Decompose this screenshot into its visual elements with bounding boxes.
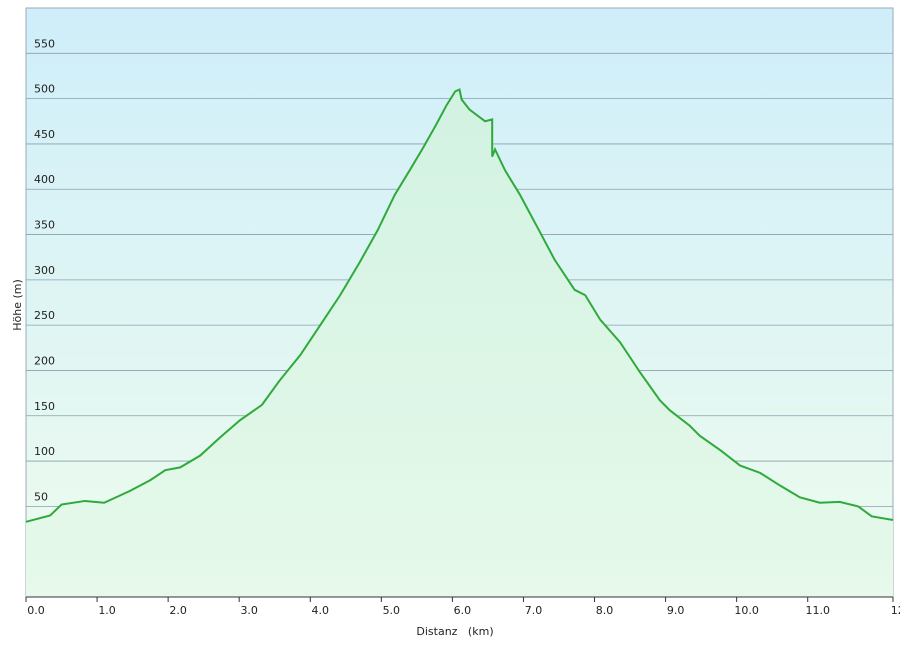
y-tick-label: 150 <box>34 400 55 413</box>
x-tick-label: 4.0 <box>312 604 330 617</box>
x-tick-label: 10.0 <box>734 604 759 617</box>
x-tick-label: 2.0 <box>169 604 187 617</box>
x-tick-label: 11.0 <box>805 604 830 617</box>
y-tick-label: 300 <box>34 264 55 277</box>
y-tick-label: 550 <box>34 37 55 50</box>
area <box>26 89 893 598</box>
y-tick-label: 100 <box>34 445 55 458</box>
line <box>25 88 894 523</box>
x-tick-label: 9.0 <box>667 604 685 617</box>
y-tick-label: 350 <box>34 219 55 232</box>
y-tick-label: 200 <box>34 354 55 367</box>
x-tick-label: 6.0 <box>454 604 472 617</box>
x-tick-label: 7.0 <box>525 604 543 617</box>
y-tick-label: 250 <box>34 309 55 322</box>
x-tick-label: 8.0 <box>596 604 614 617</box>
x-tick-label: 12.2 <box>891 604 900 617</box>
y-tick-label: 500 <box>34 83 55 96</box>
x-tick-label: 0.0 <box>27 604 45 617</box>
x-tick-label: 1.0 <box>98 604 116 617</box>
x-axis-title: Distanz (km) <box>416 625 493 638</box>
y-axis-title: Höhe (m) <box>11 279 24 331</box>
y-tick-label: 450 <box>34 128 55 141</box>
y-tick-label: 400 <box>34 173 55 186</box>
x-tick-label: 5.0 <box>383 604 401 617</box>
y-tick-label: 50 <box>34 490 48 503</box>
x-tick-label: 3.0 <box>240 604 258 617</box>
